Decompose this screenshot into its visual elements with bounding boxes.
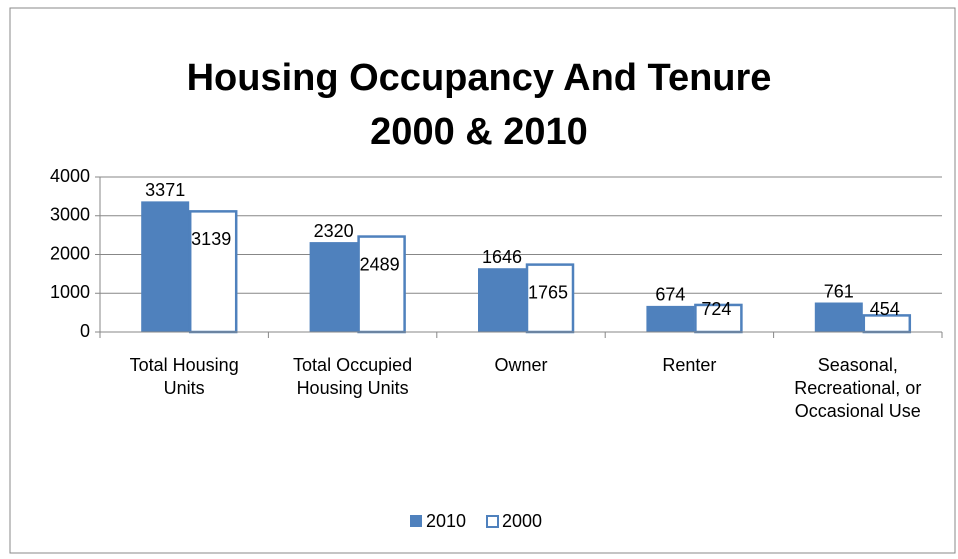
bar bbox=[478, 268, 526, 332]
x-tick-label: Seasonal, Recreational, or Occasional Us… bbox=[794, 355, 922, 421]
y-tick-label: 0 bbox=[80, 321, 90, 341]
y-tick-label: 1000 bbox=[50, 282, 90, 302]
bar bbox=[141, 201, 190, 332]
x-tick-label: Owner bbox=[494, 355, 548, 375]
y-tick-label: 2000 bbox=[50, 243, 90, 263]
data-label: 3371 bbox=[145, 180, 185, 200]
x-tick-label: Total Occupied Housing Units bbox=[293, 355, 413, 398]
legend-label: 2000 bbox=[502, 511, 542, 531]
bar bbox=[814, 302, 863, 332]
chart-title: Housing Occupancy And Tenure bbox=[187, 57, 772, 99]
bar bbox=[188, 210, 238, 334]
legend-swatch bbox=[410, 515, 422, 527]
y-tick-label: 4000 bbox=[50, 166, 90, 186]
bar bbox=[309, 242, 358, 332]
legend-label: 2010 bbox=[426, 511, 466, 531]
data-label: 761 bbox=[824, 281, 854, 301]
data-label: 674 bbox=[655, 285, 685, 305]
x-tick-label: Total Housing Units bbox=[129, 355, 239, 398]
data-label: 454 bbox=[870, 299, 900, 319]
bar bbox=[525, 263, 575, 334]
bar bbox=[694, 303, 743, 334]
y-tick-label: 3000 bbox=[50, 205, 90, 225]
legend-swatch bbox=[486, 515, 499, 528]
chart-title: 2000 & 2010 bbox=[370, 111, 588, 153]
data-label: 1646 bbox=[482, 247, 522, 267]
data-label: 724 bbox=[701, 299, 731, 319]
data-label: 3139 bbox=[191, 229, 231, 249]
x-tick-label: Renter bbox=[662, 355, 717, 375]
bar bbox=[646, 305, 695, 332]
data-label: 1765 bbox=[528, 282, 568, 302]
data-label: 2489 bbox=[360, 254, 400, 274]
data-label: 2320 bbox=[314, 221, 354, 241]
bar bbox=[357, 235, 406, 334]
